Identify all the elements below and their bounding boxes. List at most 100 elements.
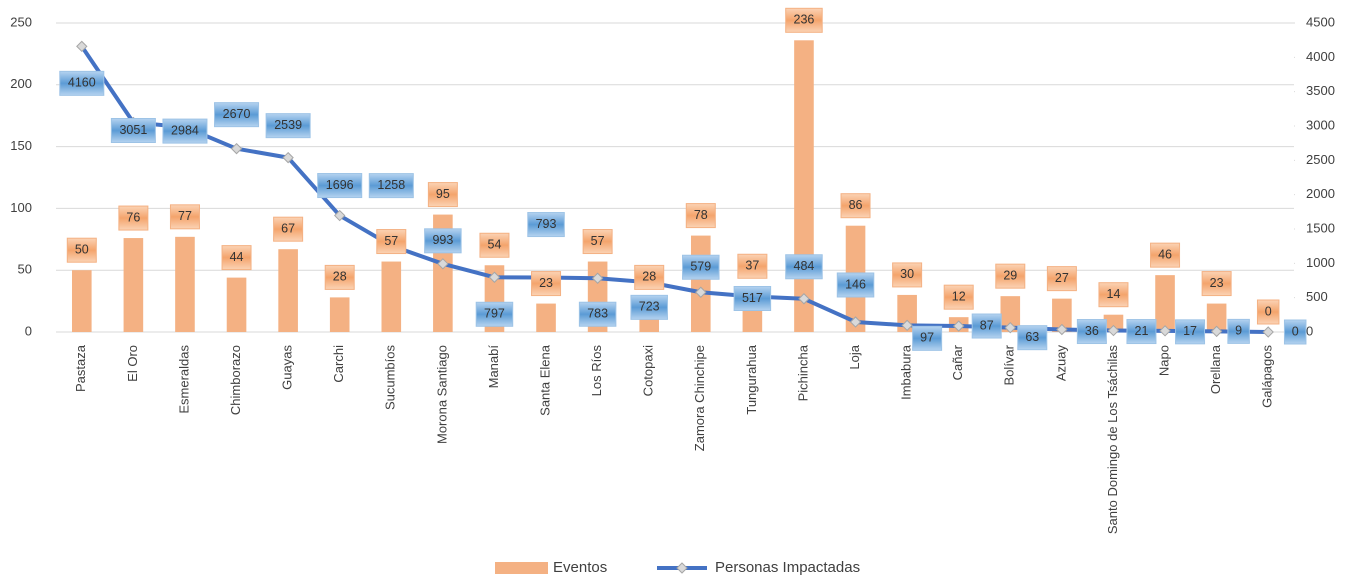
label-box	[1256, 299, 1280, 325]
data-label: 44	[230, 250, 244, 264]
data-label: 517	[742, 291, 763, 305]
data-label: 78	[694, 208, 708, 222]
label-box	[475, 301, 514, 327]
label-box	[1017, 325, 1048, 351]
label-box	[162, 118, 208, 144]
data-label: 9	[1235, 324, 1242, 338]
x-tick-label: Orellana	[1208, 344, 1223, 394]
marker	[591, 272, 604, 284]
marker	[695, 286, 707, 298]
y2-tick-label: 4000	[1306, 49, 1335, 64]
bar	[1103, 314, 1124, 332]
y2-tick-label: 2500	[1306, 152, 1335, 167]
label-box	[1201, 271, 1232, 297]
label-box	[582, 229, 613, 255]
label-box	[785, 254, 823, 280]
data-label: 2539	[274, 118, 302, 132]
marker	[1262, 326, 1274, 338]
data-label: 2984	[171, 123, 199, 137]
data-label: 63	[1025, 330, 1039, 344]
data-label: 27	[1055, 271, 1069, 285]
x-tick-label: Zamora Chinchipe	[692, 345, 707, 451]
data-label: 76	[126, 210, 140, 224]
y2-tick-label: 1500	[1306, 220, 1335, 235]
x-tick-label: Morona Santiago	[434, 345, 449, 444]
y-tick-label: 0	[25, 323, 32, 338]
bar	[123, 238, 144, 332]
marker	[488, 271, 501, 283]
data-label: 29	[1003, 268, 1017, 282]
data-label: 579	[690, 260, 711, 274]
y2-tick-label: 2000	[1306, 186, 1335, 201]
label-box	[273, 216, 304, 242]
label-box	[1126, 319, 1157, 345]
x-tick-label: Bolívar	[1002, 344, 1017, 385]
data-label: 28	[642, 270, 656, 284]
label-box	[479, 232, 510, 258]
data-label: 723	[639, 300, 660, 314]
data-label: 36	[1085, 324, 1099, 338]
y2-tick-label: 1000	[1306, 255, 1335, 270]
label-box	[995, 263, 1026, 289]
data-label: 993	[432, 233, 453, 247]
bar	[794, 40, 814, 332]
label-box	[59, 70, 105, 96]
x-tick-label: Santa Elena	[537, 344, 552, 416]
bar	[278, 249, 298, 332]
label-box	[1150, 242, 1181, 268]
data-label: 67	[281, 221, 295, 235]
label-box	[527, 212, 565, 238]
legend-swatch	[495, 562, 548, 574]
data-label: 23	[1210, 276, 1224, 290]
data-label: 1258	[377, 178, 405, 192]
y2-tick-label: 0	[1306, 323, 1313, 338]
data-label: 95	[436, 187, 450, 201]
label-box	[836, 272, 875, 298]
marker	[1107, 324, 1120, 337]
x-tick-label: Azuay	[1053, 345, 1068, 382]
data-label: 797	[484, 307, 505, 321]
marker	[282, 151, 294, 164]
data-label: 484	[794, 259, 815, 273]
data-label: 793	[536, 217, 557, 231]
label-box	[66, 237, 97, 263]
marker	[1159, 325, 1171, 337]
x-tick-label: Loja	[847, 344, 862, 369]
label-box	[324, 264, 355, 290]
label-box	[110, 117, 156, 143]
data-label: 46	[1158, 247, 1172, 261]
marker	[76, 40, 88, 53]
label-box	[733, 285, 772, 311]
data-label: 50	[75, 242, 89, 256]
label-box	[685, 203, 716, 229]
bar	[381, 261, 402, 332]
x-tick-label: Santo Domingo de Los Tsáchilas	[1105, 345, 1120, 535]
data-label: 21	[1135, 324, 1149, 338]
x-tick-label: Los Ríos	[589, 345, 604, 397]
marker	[230, 142, 243, 155]
marker	[1004, 321, 1016, 334]
data-label: 37	[745, 259, 759, 273]
marker	[798, 293, 810, 305]
data-label: 2670	[223, 107, 251, 121]
y2-tick-label: 4500	[1306, 14, 1335, 29]
label-box	[376, 229, 407, 255]
data-label: 14	[1107, 287, 1121, 301]
label-box	[265, 113, 311, 139]
label-box	[214, 102, 260, 128]
label-box	[634, 264, 665, 290]
data-label: 77	[178, 209, 192, 223]
marker	[334, 209, 346, 222]
label-box	[912, 325, 943, 351]
bar	[1206, 303, 1227, 332]
x-tick-label: Sucumbíos	[383, 345, 398, 411]
bar	[536, 303, 556, 332]
data-label: 28	[333, 270, 347, 284]
y-tick-label: 250	[10, 14, 32, 29]
legend-label: Eventos	[553, 559, 607, 576]
label-box	[424, 228, 462, 254]
label-box	[737, 253, 768, 279]
y2-tick-label: 3500	[1306, 83, 1335, 98]
data-label: 57	[384, 234, 398, 248]
